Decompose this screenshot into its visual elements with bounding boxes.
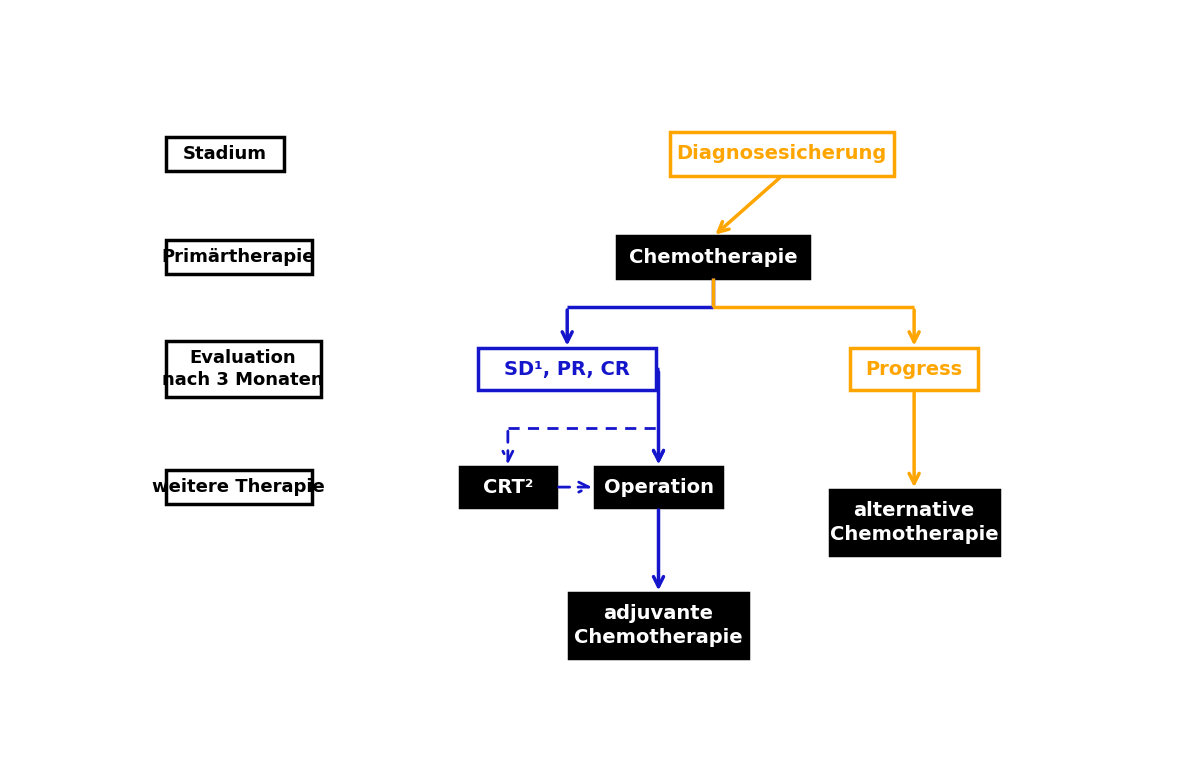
Text: Diagnosesicherung: Diagnosesicherung [676,144,887,163]
FancyBboxPatch shape [478,349,656,390]
Text: alternative
Chemotherapie: alternative Chemotherapie [829,501,999,544]
Text: CRT²: CRT² [483,477,534,496]
FancyBboxPatch shape [165,341,320,397]
Text: weitere Therapie: weitere Therapie [152,478,325,496]
FancyBboxPatch shape [617,237,809,278]
Text: SD¹, PR, CR: SD¹, PR, CR [504,359,630,378]
FancyBboxPatch shape [829,490,999,555]
FancyBboxPatch shape [459,467,556,507]
Text: Evaluation
nach 3 Monaten: Evaluation nach 3 Monaten [163,349,324,389]
Text: Operation: Operation [603,477,714,496]
FancyBboxPatch shape [165,137,284,171]
Text: Progress: Progress [866,359,962,378]
FancyBboxPatch shape [851,349,978,390]
FancyBboxPatch shape [670,132,894,176]
FancyBboxPatch shape [165,240,311,274]
FancyBboxPatch shape [165,470,311,504]
Text: Primärtherapie: Primärtherapie [161,248,316,266]
Text: Chemotherapie: Chemotherapie [629,247,798,267]
Text: Stadium: Stadium [183,145,267,163]
Text: adjuvante
Chemotherapie: adjuvante Chemotherapie [574,604,743,647]
FancyBboxPatch shape [595,467,722,507]
FancyBboxPatch shape [569,593,748,658]
